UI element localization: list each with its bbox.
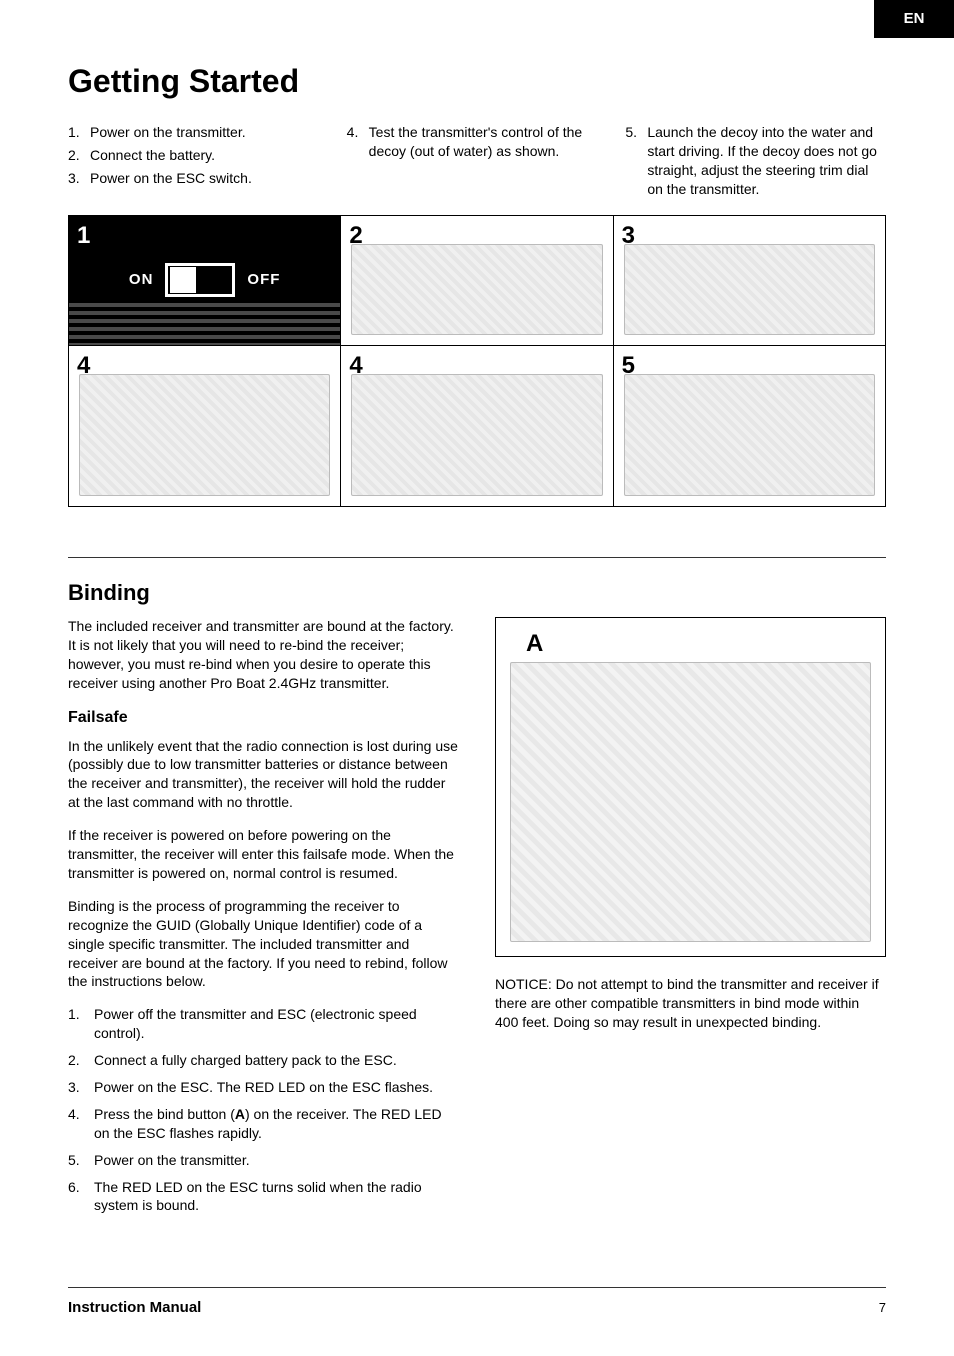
binding-notice: NOTICE: Do not attempt to bind the trans… xyxy=(495,975,886,1032)
footer-title: Instruction Manual xyxy=(68,1298,201,1318)
steps-col-2: 4.Test the transmitter's control of the … xyxy=(347,123,608,161)
step-num: 2. xyxy=(68,146,90,165)
binding-intro: The included receiver and transmitter ar… xyxy=(68,617,459,693)
failsafe-paragraph: If the receiver is powered on before pow… xyxy=(68,826,459,883)
step-text: Power on the ESC. The RED LED on the ESC… xyxy=(94,1078,433,1097)
illustration-placeholder-icon xyxy=(351,244,602,335)
figure-panel-1: ON OFF 1 xyxy=(69,216,340,346)
step-num: 5. xyxy=(68,1151,94,1170)
illustration-placeholder-icon xyxy=(510,662,871,942)
step-num: 5. xyxy=(625,123,647,199)
footer-page-number: 7 xyxy=(879,1299,886,1317)
figure-number: 3 xyxy=(622,220,635,252)
page-footer: Instruction Manual 7 xyxy=(68,1287,886,1318)
on-label: ON xyxy=(129,270,154,290)
binding-columns: The included receiver and transmitter ar… xyxy=(68,617,886,1223)
step-text: Power on the transmitter. xyxy=(94,1151,250,1170)
step-text: Press the bind button (A) on the receive… xyxy=(94,1105,459,1143)
figure-panel-4b: 4 xyxy=(340,346,612,506)
step-text: Power on the transmitter. xyxy=(90,123,246,142)
binding-heading: Binding xyxy=(68,578,886,608)
step-text: Power off the transmitter and ESC (elect… xyxy=(94,1005,459,1043)
illustration-placeholder-icon xyxy=(624,244,875,335)
figure-number: 1 xyxy=(77,220,90,252)
step-num: 6. xyxy=(68,1178,94,1216)
figure-number: 4 xyxy=(349,350,362,382)
figure-panel-4a: 4 xyxy=(69,346,340,506)
step-text: Connect a fully charged battery pack to … xyxy=(94,1051,397,1070)
step-num: 4. xyxy=(68,1105,94,1143)
step-text: Launch the decoy into the water and star… xyxy=(647,123,886,199)
step-num: 1. xyxy=(68,1005,94,1043)
failsafe-paragraph: Binding is the process of programming th… xyxy=(68,897,459,991)
page-content: Getting Started 1.Power on the transmitt… xyxy=(0,0,954,1356)
failsafe-paragraph: In the unlikely event that the radio con… xyxy=(68,737,459,813)
figure-grid: ON OFF 1 2 3 4 4 xyxy=(68,215,886,507)
illustration-placeholder-icon xyxy=(351,374,602,496)
illustration-placeholder-icon xyxy=(79,374,330,496)
figure-panel-5: 5 xyxy=(613,346,885,506)
step-num: 3. xyxy=(68,169,90,188)
off-label: OFF xyxy=(247,270,280,290)
step-text: Connect the battery. xyxy=(90,146,215,165)
illustration-placeholder-icon xyxy=(624,374,875,496)
step-num: 3. xyxy=(68,1078,94,1097)
steps-row: 1.Power on the transmitter. 2.Connect th… xyxy=(68,123,886,203)
steps-col-1: 1.Power on the transmitter. 2.Connect th… xyxy=(68,123,329,188)
step-text: Test the transmitter's control of the de… xyxy=(369,123,608,161)
step-text: The RED LED on the ESC turns solid when … xyxy=(94,1178,459,1216)
page-title: Getting Started xyxy=(68,60,886,103)
figure-panel-2: 2 xyxy=(340,216,612,346)
step-num: 4. xyxy=(347,123,369,161)
language-badge: EN xyxy=(874,0,954,38)
binding-steps: 1.Power off the transmitter and ESC (ele… xyxy=(68,1005,459,1215)
binding-diagram: A xyxy=(495,617,886,957)
step-num: 2. xyxy=(68,1051,94,1070)
figure-number: 5 xyxy=(622,350,635,382)
step-num: 1. xyxy=(68,123,90,142)
figure-number: 4 xyxy=(77,350,90,382)
switch-icon xyxy=(165,263,235,297)
figure-panel-3: 3 xyxy=(613,216,885,346)
step-text: Power on the ESC switch. xyxy=(90,169,252,188)
steps-col-3: 5.Launch the decoy into the water and st… xyxy=(625,123,886,199)
failsafe-heading: Failsafe xyxy=(68,707,459,729)
figure-number: 2 xyxy=(349,220,362,252)
section-divider xyxy=(68,557,886,558)
diagram-label: A xyxy=(526,628,543,660)
